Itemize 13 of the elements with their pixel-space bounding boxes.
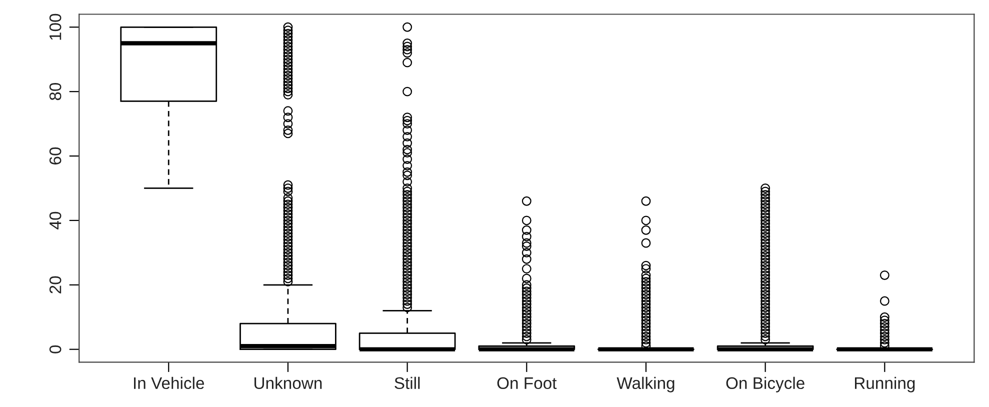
x-tick-label: Running [854,376,915,392]
y-tick-label: 0 [49,345,62,354]
y-tick-label: 100 [49,14,62,40]
x-tick-label: On Foot [497,377,557,390]
y-tick-label: 60 [49,147,62,164]
y-tick-label: 40 [49,212,62,230]
x-tick-label: In Vehicle [134,376,204,390]
x-tick-label: Unknown [254,376,322,390]
x-tick-label: On Bicycle [726,376,804,392]
x-tick-label: Still [394,376,420,390]
y-tick-label: 20 [49,276,62,294]
x-tick-label: Walking [616,376,674,392]
y-tick-label: 80 [49,82,62,100]
